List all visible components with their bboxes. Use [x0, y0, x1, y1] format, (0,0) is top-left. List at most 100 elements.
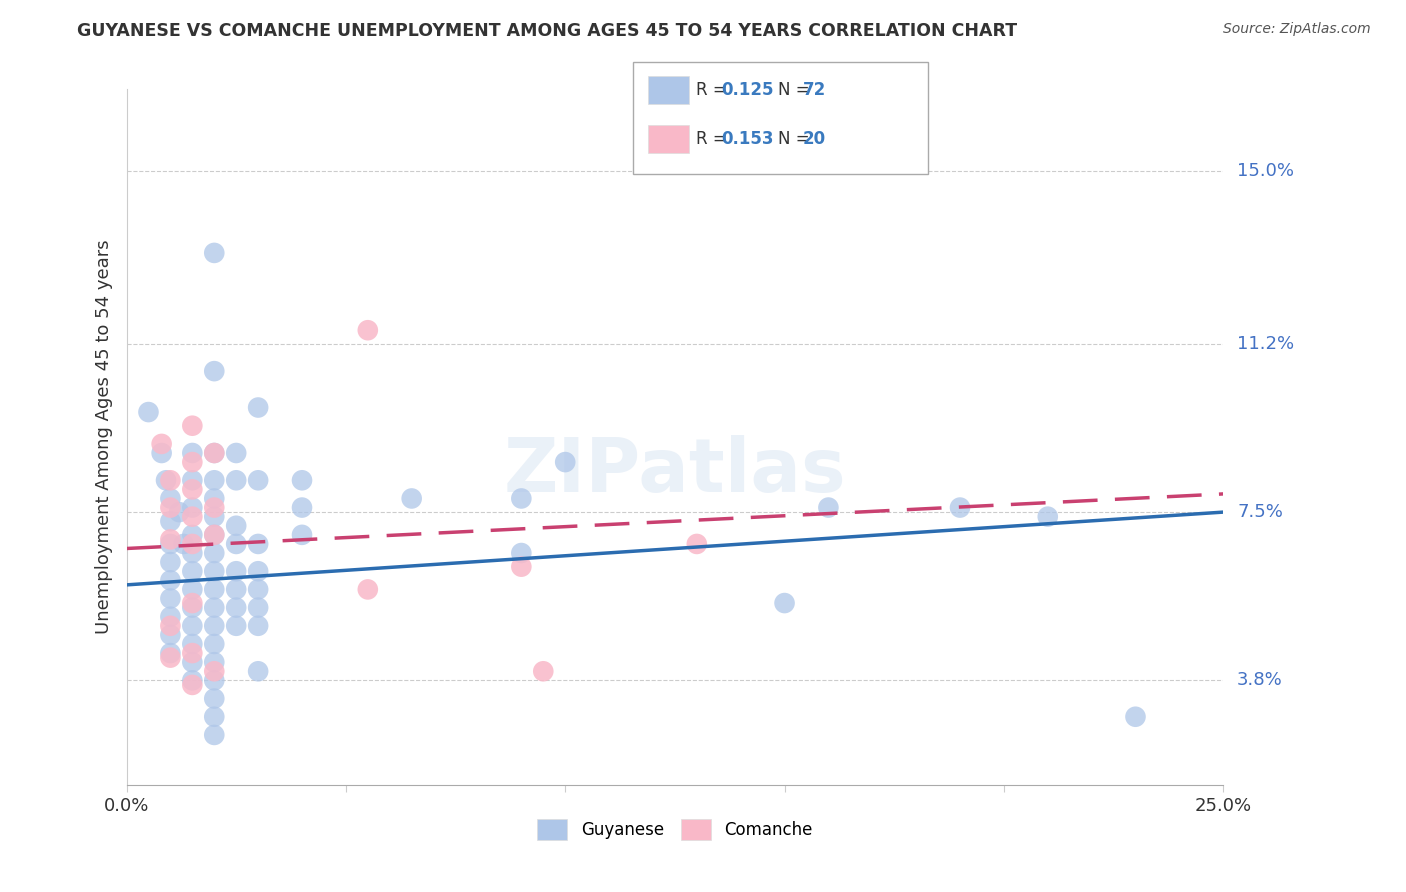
Point — [202, 446, 225, 460]
Point — [247, 665, 270, 679]
Point — [1036, 509, 1059, 524]
Point — [159, 514, 181, 528]
Point — [202, 491, 225, 506]
Point — [181, 655, 204, 669]
Point — [181, 673, 204, 688]
Point — [159, 537, 181, 551]
Text: 7.5%: 7.5% — [1237, 503, 1284, 521]
Legend: Guyanese, Comanche: Guyanese, Comanche — [531, 813, 818, 847]
Point — [181, 619, 204, 633]
Point — [202, 665, 225, 679]
Point — [247, 582, 270, 597]
Point — [159, 574, 181, 588]
Point — [181, 483, 204, 497]
Point — [510, 491, 533, 506]
Point — [202, 364, 225, 378]
Point — [202, 637, 225, 651]
Point — [773, 596, 796, 610]
Point — [202, 710, 225, 724]
Point — [225, 619, 247, 633]
Point — [159, 473, 181, 487]
Point — [181, 678, 204, 692]
Point — [181, 455, 204, 469]
Point — [401, 491, 423, 506]
Point — [291, 500, 314, 515]
Point — [138, 405, 160, 419]
Point — [181, 637, 204, 651]
Text: 0.125: 0.125 — [721, 81, 773, 99]
Point — [181, 582, 204, 597]
Point — [181, 564, 204, 578]
Point — [181, 596, 204, 610]
Point — [247, 473, 270, 487]
Point — [554, 455, 576, 469]
Point — [291, 473, 314, 487]
Point — [202, 246, 225, 260]
Text: 3.8%: 3.8% — [1237, 672, 1282, 690]
Text: GUYANESE VS COMANCHE UNEMPLOYMENT AMONG AGES 45 TO 54 YEARS CORRELATION CHART: GUYANESE VS COMANCHE UNEMPLOYMENT AMONG … — [77, 22, 1018, 40]
Point — [202, 691, 225, 706]
Point — [291, 528, 314, 542]
Text: 11.2%: 11.2% — [1237, 334, 1295, 353]
Point — [247, 537, 270, 551]
Point — [202, 446, 225, 460]
Point — [159, 591, 181, 606]
Point — [159, 500, 181, 515]
Point — [159, 491, 181, 506]
Text: 15.0%: 15.0% — [1237, 162, 1294, 180]
Point — [159, 650, 181, 665]
Point — [817, 500, 839, 515]
Point — [225, 582, 247, 597]
Point — [510, 546, 533, 560]
Text: N =: N = — [778, 81, 814, 99]
Point — [225, 564, 247, 578]
Point — [202, 728, 225, 742]
Text: 20: 20 — [803, 130, 825, 148]
Point — [686, 537, 709, 551]
Text: 0.153: 0.153 — [721, 130, 773, 148]
Point — [159, 646, 181, 660]
Point — [247, 401, 270, 415]
Point — [159, 533, 181, 547]
Point — [202, 655, 225, 669]
Point — [202, 473, 225, 487]
Point — [155, 473, 177, 487]
Point — [159, 555, 181, 569]
Point — [247, 564, 270, 578]
Text: 72: 72 — [803, 81, 827, 99]
Point — [181, 600, 204, 615]
Point — [202, 528, 225, 542]
Text: R =: R = — [696, 81, 733, 99]
Point — [181, 418, 204, 433]
Point — [159, 619, 181, 633]
Point — [173, 537, 195, 551]
Point — [949, 500, 972, 515]
Point — [202, 509, 225, 524]
Point — [181, 446, 204, 460]
Point — [159, 609, 181, 624]
Point — [1125, 710, 1147, 724]
Point — [247, 600, 270, 615]
Text: ZIPatlas: ZIPatlas — [503, 435, 846, 508]
Point — [531, 665, 554, 679]
Point — [181, 546, 204, 560]
Point — [510, 559, 533, 574]
Point — [202, 619, 225, 633]
Text: Source: ZipAtlas.com: Source: ZipAtlas.com — [1223, 22, 1371, 37]
Point — [150, 446, 173, 460]
Point — [202, 528, 225, 542]
Point — [181, 537, 204, 551]
Point — [247, 619, 270, 633]
Point — [181, 509, 204, 524]
Point — [159, 628, 181, 642]
Point — [225, 600, 247, 615]
Point — [202, 673, 225, 688]
Point — [225, 518, 247, 533]
Point — [181, 473, 204, 487]
Text: N =: N = — [778, 130, 814, 148]
Point — [202, 600, 225, 615]
Point — [202, 546, 225, 560]
Point — [202, 564, 225, 578]
Point — [225, 537, 247, 551]
Point — [357, 582, 380, 597]
